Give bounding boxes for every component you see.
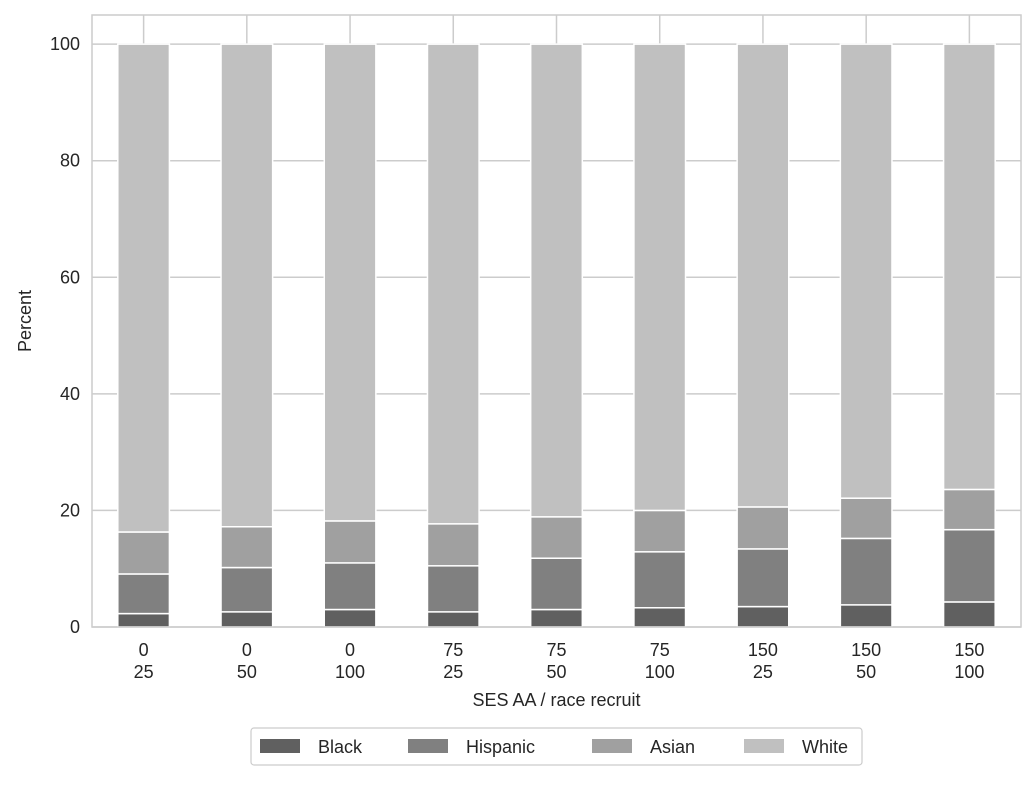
bar-segment-asian <box>323 520 377 564</box>
bar-segment-hispanic <box>839 537 893 606</box>
bar-segment-hispanic <box>736 548 790 608</box>
legend-label-white: White <box>802 737 848 757</box>
bar-segment-black <box>633 607 687 628</box>
bar-segment-hispanic <box>117 573 171 615</box>
x-tick-label: 75 100 <box>645 640 675 682</box>
legend-label-hispanic: Hispanic <box>466 737 535 757</box>
y-tick-label: 60 <box>60 267 80 287</box>
legend-swatch-hispanic <box>408 739 448 753</box>
bar-segment-asian <box>839 497 893 540</box>
bar-segment-white <box>736 43 790 508</box>
x-tick-labels: 0 25 0 50 0 100 75 25 75 50 75 100 150 25 150 50 150 100 <box>134 640 985 682</box>
bar-segment-white <box>942 43 996 491</box>
bar-segment-hispanic <box>426 565 480 613</box>
x-tick-label: 0 25 <box>134 640 154 682</box>
legend-label-asian: Asian <box>650 737 695 757</box>
bar-segment-asian <box>942 488 996 531</box>
y-tick-labels: 0 20 40 60 80 100 <box>50 34 80 637</box>
bar-segment-asian <box>220 525 274 569</box>
legend-label-black: Black <box>318 737 363 757</box>
x-tick-label: 0 50 <box>237 640 257 682</box>
bar-segment-white <box>426 43 480 525</box>
bar-segment-black <box>117 612 171 628</box>
plot-border <box>91 14 1022 628</box>
bar-segment-hispanic <box>529 557 584 611</box>
legend-swatch-asian <box>592 739 632 753</box>
bar-segment-white <box>220 43 274 528</box>
bar-segment-black <box>426 611 480 628</box>
x-axis-title: SES AA / race recruit <box>472 690 640 710</box>
legend-swatch-black <box>260 739 300 753</box>
bar-segment-hispanic <box>942 528 996 603</box>
legend-swatch-white <box>744 739 784 753</box>
y-tick-label: 100 <box>50 34 80 54</box>
x-tick-label: 0 100 <box>335 640 365 682</box>
bar-segment-black <box>323 608 377 628</box>
bar-segment-black <box>529 608 584 628</box>
plot-frame <box>91 14 1022 628</box>
y-tick-label: 80 <box>60 151 80 171</box>
bar-segment-white <box>839 43 893 499</box>
y-tick-label: 20 <box>60 500 80 520</box>
x-tick-label: 150 100 <box>954 640 984 682</box>
y-axis-title: Percent <box>15 290 35 352</box>
legend: Black Hispanic Asian White <box>250 727 863 766</box>
bar-segment-asian <box>117 531 171 575</box>
bar-segment-black <box>839 604 893 628</box>
bar-segment-hispanic <box>323 562 377 611</box>
y-tick-label: 40 <box>60 384 80 404</box>
x-tick-label: 75 50 <box>546 640 566 682</box>
bar-segment-black <box>736 605 790 628</box>
x-tick-label: 150 50 <box>851 640 881 682</box>
bar-segment-white <box>633 43 687 512</box>
bar-segment-hispanic <box>220 566 274 613</box>
bar-segment-white <box>529 43 584 518</box>
x-tick-label: 75 25 <box>443 640 463 682</box>
bar-segment-black <box>942 601 996 628</box>
bar-segment-asian <box>426 523 480 567</box>
bar-segment-white <box>323 43 377 522</box>
x-tick-label: 150 25 <box>748 640 778 682</box>
bar-segment-black <box>220 611 274 628</box>
bar-segment-asian <box>529 516 584 559</box>
bars <box>117 43 996 628</box>
bar-segment-white <box>117 43 171 533</box>
bar-segment-asian <box>736 506 790 550</box>
bar-segment-asian <box>633 509 687 553</box>
y-tick-label: 0 <box>70 617 80 637</box>
legend-box <box>250 727 863 766</box>
bar-segment-hispanic <box>633 551 687 609</box>
